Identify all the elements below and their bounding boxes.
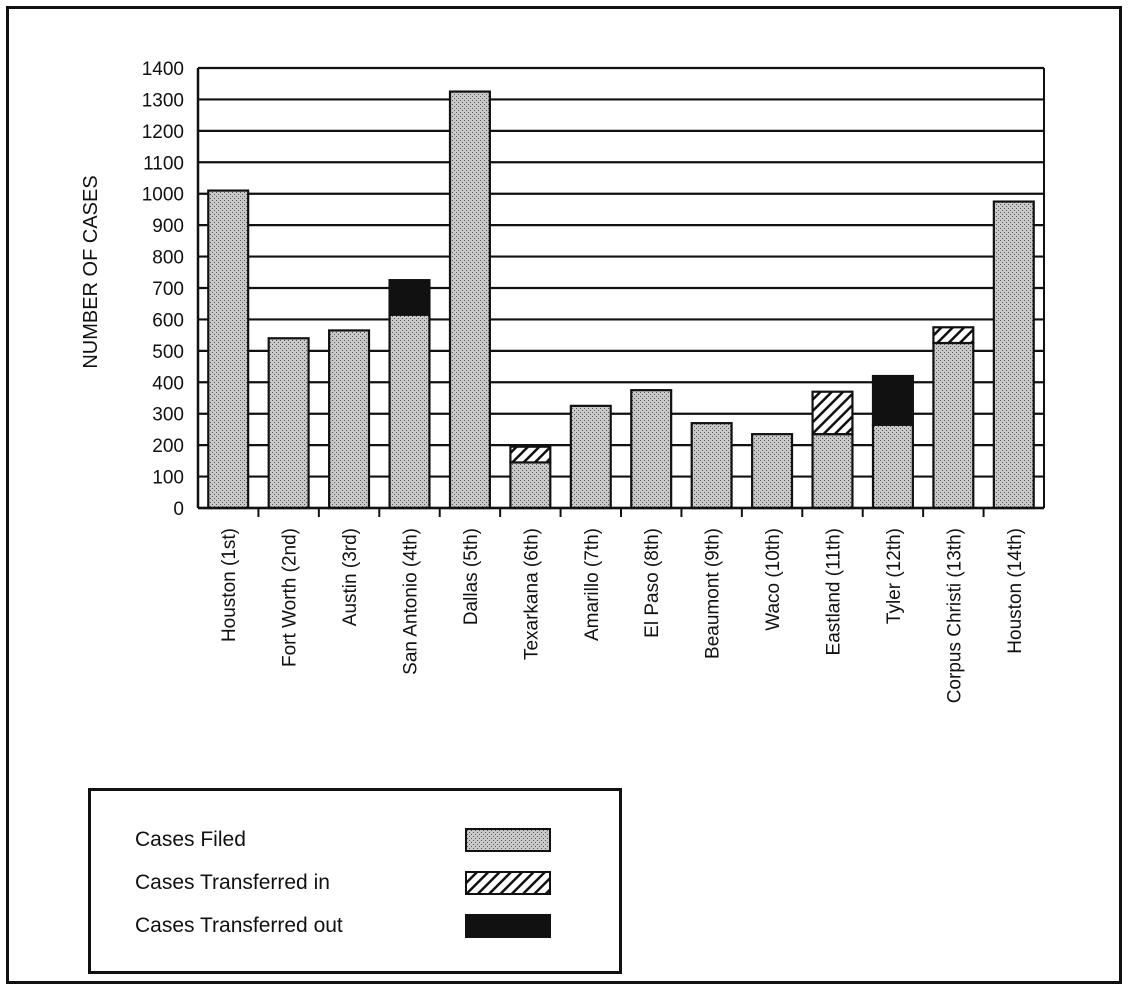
bar-dotted-9 [751,433,794,510]
y-tick-label: 700 [152,279,184,300]
y-axis-title: NUMBER OF CASES [80,175,102,368]
legend-label: Cases Transferred out [135,914,343,937]
bar-dotted-6 [569,404,612,510]
x-category-label: Eastland (11th) [824,528,845,655]
legend-item-cases-transferred-in: Cases Transferred in [135,868,551,898]
x-category-label: Austin (3rd) [340,528,361,626]
y-tick-label: 500 [152,342,184,363]
x-category-label: Corpus Christi (13th) [944,528,965,703]
x-category-label: El Paso (8th) [642,528,663,638]
y-tick-label: 1400 [142,59,184,80]
x-category-label: Fort Worth (2nd) [280,528,301,667]
axes [196,68,1045,517]
x-category-label: Tyler (12th) [884,528,905,624]
y-tick-label: 100 [152,468,184,489]
y-tick-label: 600 [152,310,184,331]
x-category-label: Houston (1st) [219,528,240,642]
bar-hatched-5 [509,445,552,464]
x-axis-labels: Houston (1st) Fort Worth (2nd) Austin (3rd… [219,528,1026,703]
x-category-label: San Antonio (4th) [401,528,422,675]
y-tick-label: 300 [152,405,184,426]
y-axis-ticks: 0 100 200 300 400 500 600 700 800 900 1000 1100 1200… [142,59,184,520]
y-tick-label: 1100 [143,153,184,174]
x-category-label: Texarkana (6th) [521,528,542,660]
bar-dotted-13 [992,200,1035,510]
bar-dotted-11 [871,423,914,510]
legend: Cases Filed Cases Transferred in Cases T… [88,788,622,974]
bar-dotted-5 [509,461,552,510]
bar-dotted-4 [448,90,491,510]
x-category-label: Dallas (5th) [461,528,482,625]
legend-label: Cases Filed [135,828,246,851]
legend-item-cases-filed: Cases Filed [135,825,551,855]
legend-swatch-dotted [465,828,551,852]
y-tick-label: 800 [152,248,184,269]
y-tick-label: 900 [152,216,184,237]
y-tick-label: 1300 [142,90,184,111]
bar-dotted-10 [811,433,854,510]
bar-dotted-3 [388,313,431,510]
gridlines [198,66,1044,510]
bar-dotted-12 [932,341,975,510]
x-category-label: Beaumont (9th) [703,528,724,659]
x-category-label: Houston (14th) [1005,528,1026,654]
bar-dotted-7 [630,389,673,510]
legend-label: Cases Transferred in [135,871,330,894]
legend-swatch-hatched [465,871,551,895]
bar-solid-3 [388,279,431,316]
legend-item-cases-transferred-out: Cases Transferred out [135,911,551,941]
y-tick-label: 400 [152,373,184,394]
legend-swatch-solid [465,914,551,938]
bar-dotted-1 [267,337,310,510]
y-tick-label: 200 [152,436,184,457]
bar-dotted-0 [207,189,250,510]
y-tick-label: 1000 [142,185,184,206]
bar-solid-11 [871,374,914,426]
y-tick-label: 0 [173,499,184,520]
x-category-label: Amarillo (7th) [582,528,603,641]
bar-dotted-2 [328,329,371,510]
bar-hatched-12 [932,326,975,345]
y-tick-label: 1200 [142,122,184,143]
bar-hatched-10 [811,390,854,436]
x-category-label: Waco (10th) [763,528,784,631]
bar-dotted-8 [690,422,733,510]
